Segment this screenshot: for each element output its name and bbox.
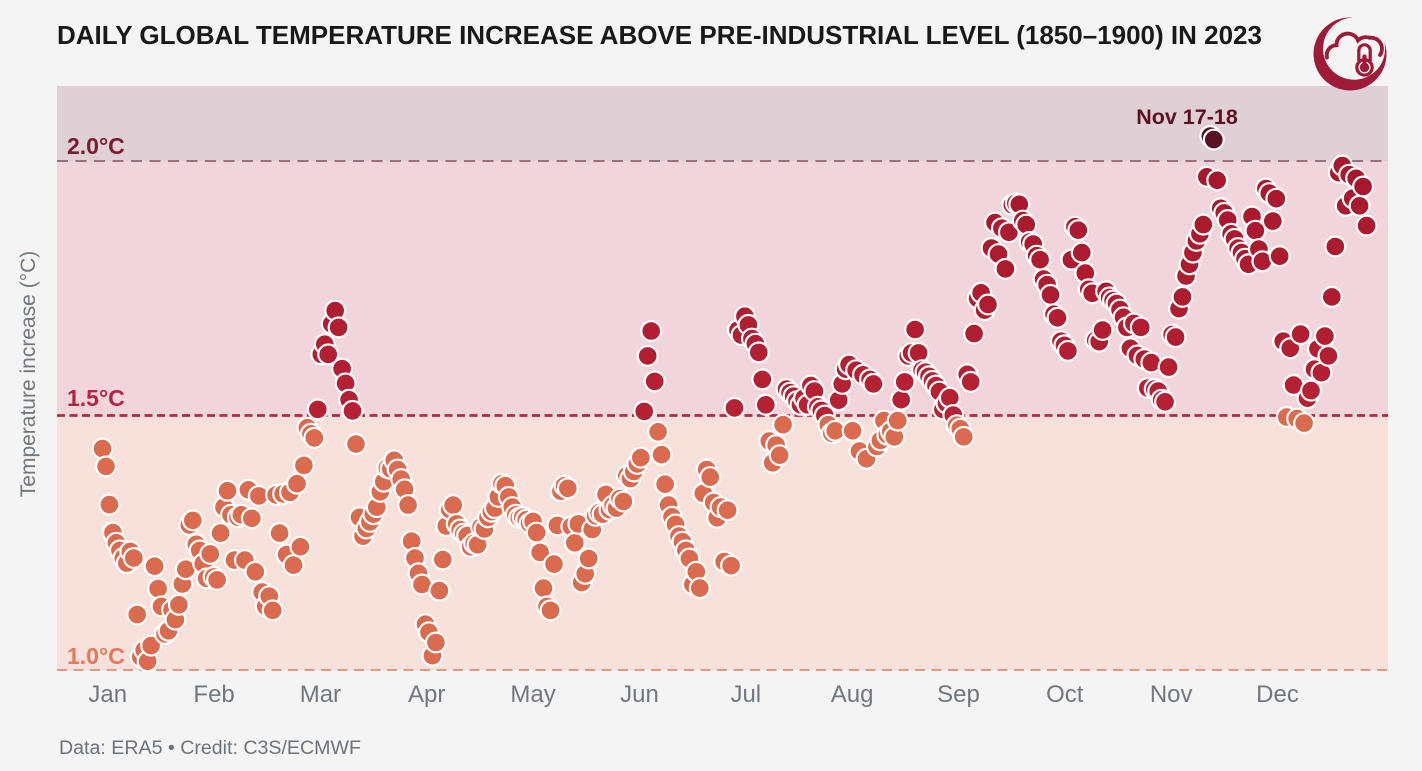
svg-text:1.0°C: 1.0°C xyxy=(67,643,125,669)
svg-text:Nov 17-18: Nov 17-18 xyxy=(1136,105,1238,129)
svg-text:Sep: Sep xyxy=(937,681,980,708)
svg-text:DAILY GLOBAL TEMPERATURE INCRE: DAILY GLOBAL TEMPERATURE INCREASE ABOVE … xyxy=(57,20,1262,50)
svg-text:Jul: Jul xyxy=(730,681,761,708)
svg-text:Nov: Nov xyxy=(1150,681,1193,708)
svg-text:May: May xyxy=(510,681,555,708)
svg-text:Oct: Oct xyxy=(1046,681,1084,708)
svg-text:Data: ERA5 • Credit: C3S/ECMWF: Data: ERA5 • Credit: C3S/ECMWF xyxy=(59,737,361,759)
svg-text:Apr: Apr xyxy=(408,681,445,708)
svg-text:Jan: Jan xyxy=(88,681,127,708)
svg-text:Feb: Feb xyxy=(193,681,234,708)
svg-text:Dec: Dec xyxy=(1256,681,1299,708)
svg-text:Aug: Aug xyxy=(831,681,874,708)
svg-text:Jun: Jun xyxy=(620,681,659,708)
svg-text:Mar: Mar xyxy=(300,681,341,708)
svg-text:Temperature increase (°C): Temperature increase (°C) xyxy=(17,251,40,497)
svg-text:1.5°C: 1.5°C xyxy=(67,385,125,411)
svg-text:2.0°C: 2.0°C xyxy=(67,133,125,159)
